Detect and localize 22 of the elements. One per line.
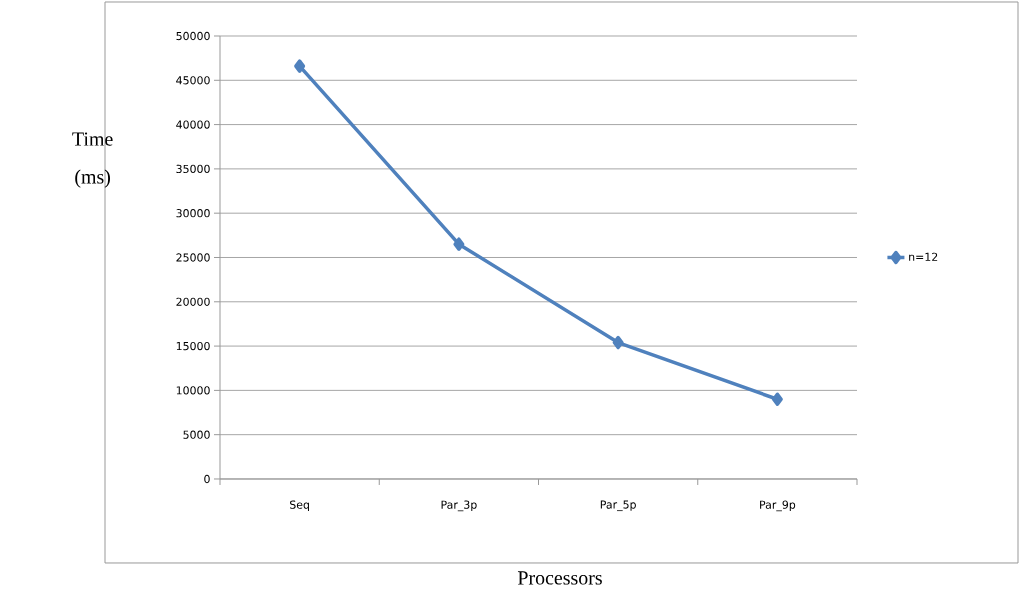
point <box>612 335 624 350</box>
y-tick-label: 30000 <box>176 209 210 218</box>
y-tick-label: 45000 <box>176 76 210 85</box>
y-tick-label: 25000 <box>176 253 210 262</box>
x-tick-label: Par_5p <box>600 500 636 512</box>
y-tick-label: 5000 <box>183 430 210 439</box>
y-tick-label: 50000 <box>176 31 210 41</box>
x-tick-label: Par_9p <box>760 500 796 512</box>
y-tick-label: 20000 <box>176 297 210 306</box>
point <box>771 392 783 406</box>
y-tick-label: 0 <box>204 474 210 484</box>
y-tick-label: 40000 <box>176 120 210 129</box>
x-tick-label: Par_3p <box>441 500 477 512</box>
y-tick-label: 35000 <box>176 164 210 174</box>
y-tick-label: 10000 <box>176 386 210 395</box>
x-tick-label: Seq <box>290 500 309 511</box>
x-axis-title: Processors <box>517 571 602 585</box>
point <box>453 237 465 251</box>
legend-label: n=12 <box>909 252 938 261</box>
point <box>294 59 306 73</box>
y-tick-label: 15000 <box>176 341 210 351</box>
y-axis-title: Time (ms) <box>72 132 113 188</box>
